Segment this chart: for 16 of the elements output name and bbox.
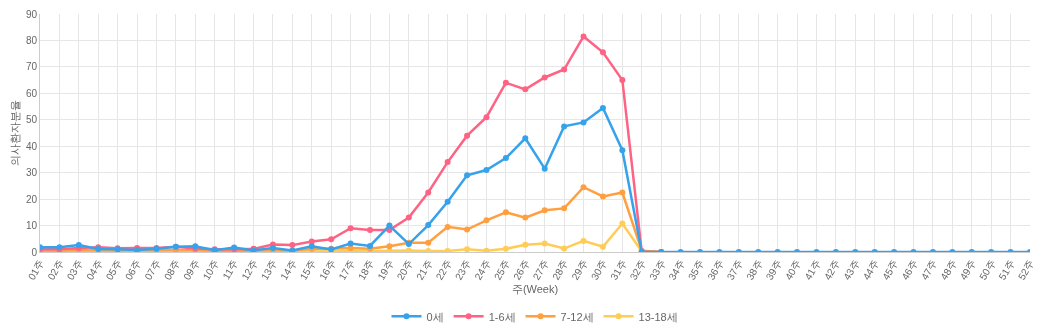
y-tick-label: 50 — [25, 114, 38, 126]
y-tick-label: 10 — [25, 220, 38, 232]
y-tick-label: 20 — [25, 193, 38, 205]
y-tick-label: 40 — [25, 140, 38, 152]
y-tick-label: 80 — [25, 34, 38, 46]
y-tick-label: 30 — [25, 167, 38, 179]
y-tick-label: 0 — [31, 246, 38, 258]
legend-label: 1-6세 — [488, 310, 516, 323]
y-tick-label: 70 — [25, 61, 38, 73]
x-axis-title: 주(Week) — [511, 282, 559, 295]
y-tick-label: 60 — [25, 87, 38, 99]
legend-label: 13-18세 — [638, 310, 678, 323]
y-axis-title: 의사환자분율 — [8, 100, 21, 166]
legend-label: 7-12세 — [560, 310, 594, 323]
legend-label: 0세 — [426, 310, 444, 323]
y-tick-label: 90 — [25, 8, 38, 20]
